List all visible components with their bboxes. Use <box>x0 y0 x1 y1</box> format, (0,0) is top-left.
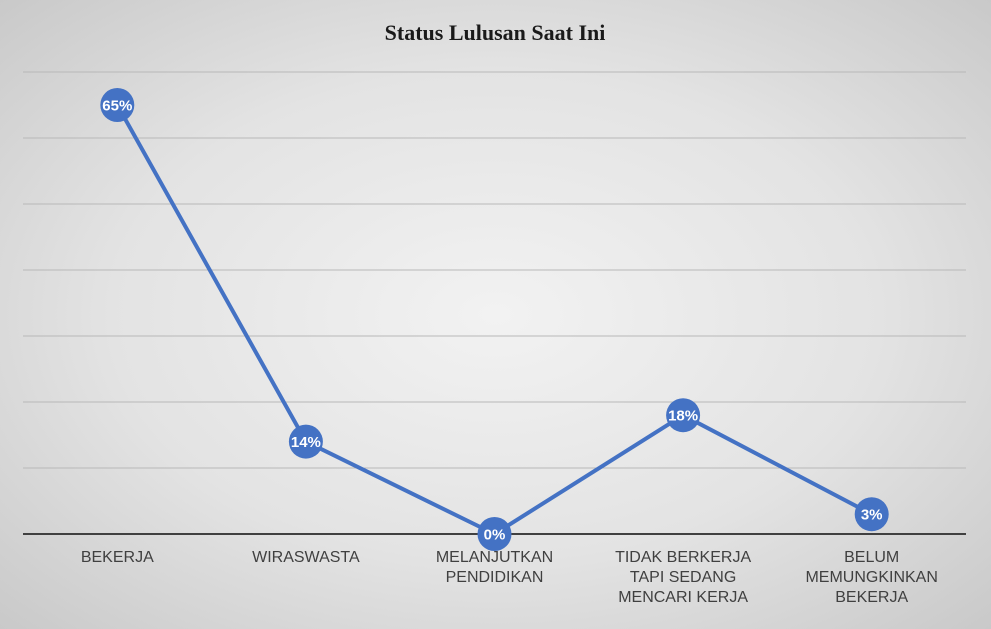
line <box>115 104 873 536</box>
x-tick-label: BEKERJA <box>80 549 154 566</box>
x-tick-label: BELUM MEMUNGKINKAN BEKERJA <box>805 549 938 606</box>
marker <box>100 88 135 122</box>
data-label: 0% <box>484 527 506 544</box>
chart-title: Status Lulusan Saat Ini <box>385 20 606 45</box>
marker <box>288 424 323 459</box>
data-label: 18% <box>668 408 698 425</box>
x-tick-label: WIRASWASTA <box>252 549 360 566</box>
data-label: 65% <box>102 98 132 115</box>
marker <box>477 517 512 551</box>
data-label: 14% <box>291 434 321 451</box>
x-tick-label: MELANJUTKAN PENDIDIKAN <box>435 549 554 586</box>
marker <box>666 398 701 433</box>
marker <box>854 497 889 532</box>
data-label: 3% <box>861 507 883 524</box>
x-tick-label: TIDAK BERKERJA TAPI SEDANG MENCARI KERJA <box>615 549 752 606</box>
